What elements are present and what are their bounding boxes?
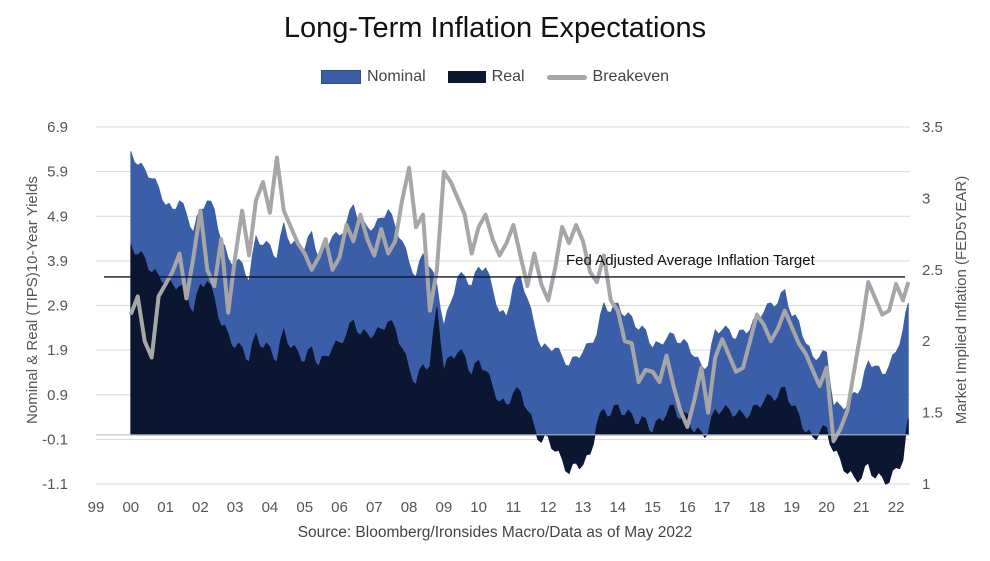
line-series xyxy=(128,155,911,444)
y-tick-right-5: 1 xyxy=(922,476,930,493)
x-tick-14: 14 xyxy=(609,499,626,516)
x-tick-12: 12 xyxy=(540,499,557,516)
x-tick-03: 03 xyxy=(227,499,244,516)
y-tick-right-3: 2 xyxy=(922,333,930,350)
x-tick-00: 00 xyxy=(122,499,139,516)
legend-label-breakeven: Breakeven xyxy=(592,68,670,85)
y-tick-right-1: 3 xyxy=(922,190,930,207)
y-tick-left-8: -1.1 xyxy=(42,476,68,493)
y-tick-left-1: 5.9 xyxy=(47,164,68,181)
y-tick-left-4: 2.9 xyxy=(47,298,68,315)
legend-swatch-real xyxy=(447,71,486,83)
legend-label-real: Real xyxy=(491,68,525,85)
y-tick-right-4: 1.5 xyxy=(922,405,943,422)
x-tick-21: 21 xyxy=(853,499,870,516)
chart-source: Source: Bloomberg/Ironsides Macro/Data a… xyxy=(297,524,693,541)
legend-item-real: Real xyxy=(447,68,525,86)
x-tick-04: 04 xyxy=(262,499,279,516)
y-tick-left-7: -0.1 xyxy=(42,431,68,448)
x-tick-08: 08 xyxy=(401,499,418,516)
chart-legend: Nominal Real Breakeven xyxy=(0,68,990,86)
legend-swatch-breakeven xyxy=(546,74,587,80)
y-tick-left-6: 0.9 xyxy=(47,387,68,404)
area-real xyxy=(130,244,909,485)
axes: 6.9 5.9 4.9 3.9 2.9 1.9 0.9 -0.1 -1.1 3.5 3 2.5 2 1.5… xyxy=(42,119,943,516)
x-tick-13: 13 xyxy=(575,499,592,516)
legend-item-nominal: Nominal xyxy=(320,68,426,86)
target-annotation: Fed Adjusted Average Inflation Target xyxy=(566,252,816,269)
legend-label-nominal: Nominal xyxy=(366,68,426,85)
y-tick-right-0: 3.5 xyxy=(922,119,943,136)
y-tick-left-2: 4.9 xyxy=(47,208,68,225)
x-tick-01: 01 xyxy=(157,499,174,516)
x-tick-22: 22 xyxy=(888,499,905,516)
x-tick-02: 02 xyxy=(192,499,209,516)
x-tick-19: 19 xyxy=(783,499,800,516)
chart-title: Long-Term Inflation Expectations xyxy=(283,12,707,44)
y-tick-left-5: 1.9 xyxy=(47,342,68,359)
x-tick-10: 10 xyxy=(470,499,487,516)
y-tick-left-3: 3.9 xyxy=(47,253,68,270)
x-tick-05: 05 xyxy=(296,499,313,516)
line-breakeven xyxy=(128,155,911,444)
y-tick-left-0: 6.9 xyxy=(47,119,68,136)
x-tick-16: 16 xyxy=(679,499,696,516)
x-tick-15: 15 xyxy=(644,499,661,516)
legend-swatch-nominal xyxy=(320,70,361,84)
x-tick-09: 09 xyxy=(436,499,453,516)
x-tick-17: 17 xyxy=(714,499,731,516)
area-series xyxy=(130,151,909,485)
x-tick-07: 07 xyxy=(366,499,383,516)
legend-item-breakeven: Breakeven xyxy=(546,68,670,86)
x-tick-20: 20 xyxy=(818,499,835,516)
x-tick-99: 99 xyxy=(88,499,105,516)
x-tick-18: 18 xyxy=(749,499,766,516)
x-tick-11: 11 xyxy=(506,499,522,516)
x-tick-06: 06 xyxy=(331,499,348,516)
y-tick-right-2: 2.5 xyxy=(922,262,943,279)
